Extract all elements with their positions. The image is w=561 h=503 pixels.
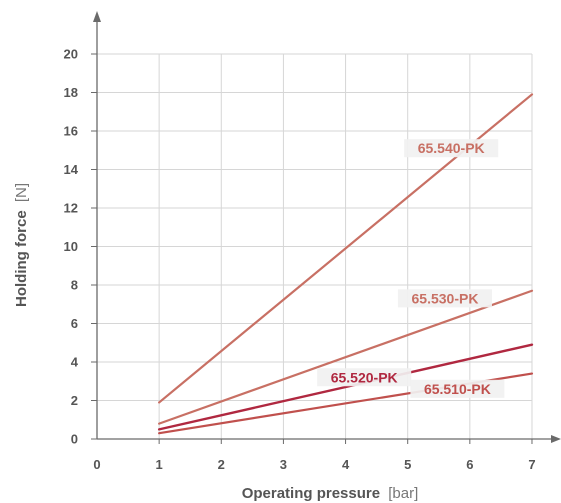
x-axis-arrow-icon	[551, 435, 561, 443]
series-label-group-65.510-PK: 65.510-PK	[410, 379, 505, 398]
grid-lines	[97, 53, 533, 439]
x-tick-label-6: 6	[466, 457, 473, 472]
y-tick-label-18: 18	[64, 85, 78, 100]
series-label-65.530-PK: 65.530-PK	[412, 290, 479, 306]
series-label-group-65.540-PK: 65.540-PK	[404, 139, 499, 158]
axes	[91, 11, 561, 444]
series-label-group-65.520-PK: 65.520-PK	[317, 368, 412, 387]
x-axis-title-text: Operating pressure	[242, 485, 380, 502]
y-tick-label-16: 16	[64, 124, 78, 139]
series-label-group-65.530-PK: 65.530-PK	[397, 289, 492, 308]
y-tick-label-2: 2	[71, 393, 78, 408]
x-tick-label-0: 0	[93, 457, 100, 472]
series-label-background	[317, 368, 412, 387]
x-tick-label-1: 1	[156, 457, 163, 472]
series-line-65.520-PK	[157, 343, 534, 431]
series-label-background	[410, 379, 505, 398]
y-tick-label-12: 12	[64, 201, 78, 216]
y-tick-label-4: 4	[71, 355, 79, 370]
x-tick-label-7: 7	[528, 457, 535, 472]
x-tick-label-4: 4	[342, 457, 350, 472]
x-tick-label-5: 5	[404, 457, 411, 472]
y-tick-label-20: 20	[64, 47, 78, 62]
series-line-65.530-PK	[158, 289, 534, 425]
y-tick-labels: 0 2 4 6 8 10 12 14 16 18 20	[64, 47, 79, 447]
y-axis-arrow-icon	[93, 11, 101, 22]
y-tick-label-8: 8	[71, 278, 78, 293]
x-axis-title: Operating pressure [bar]	[242, 485, 419, 502]
y-tick-label-14: 14	[64, 162, 79, 177]
y-axis-title: Holding force [N]	[13, 183, 30, 307]
y-tick-label-0: 0	[71, 432, 78, 447]
x-tick-label-2: 2	[218, 457, 225, 472]
series-label-65.540-PK: 65.540-PK	[418, 140, 485, 156]
series-labels: 65.540-PK 65.530-PK 65.520-PK 65.510-PK	[317, 139, 505, 398]
series-label-65.510-PK: 65.510-PK	[424, 381, 491, 397]
y-tick-label-10: 10	[64, 239, 78, 254]
y-tick-label-6: 6	[71, 316, 78, 331]
y-axis-title-unit: [N]	[13, 183, 30, 202]
series-label-65.520-PK: 65.520-PK	[331, 369, 398, 385]
x-tick-labels: 0 1 2 3 4 5 6 7	[93, 457, 535, 472]
x-axis-title-unit: [bar]	[388, 485, 418, 502]
series-label-background	[404, 139, 499, 158]
x-tick-label-3: 3	[280, 457, 287, 472]
series-label-background	[397, 289, 492, 308]
y-axis-title-text: Holding force	[13, 210, 30, 307]
